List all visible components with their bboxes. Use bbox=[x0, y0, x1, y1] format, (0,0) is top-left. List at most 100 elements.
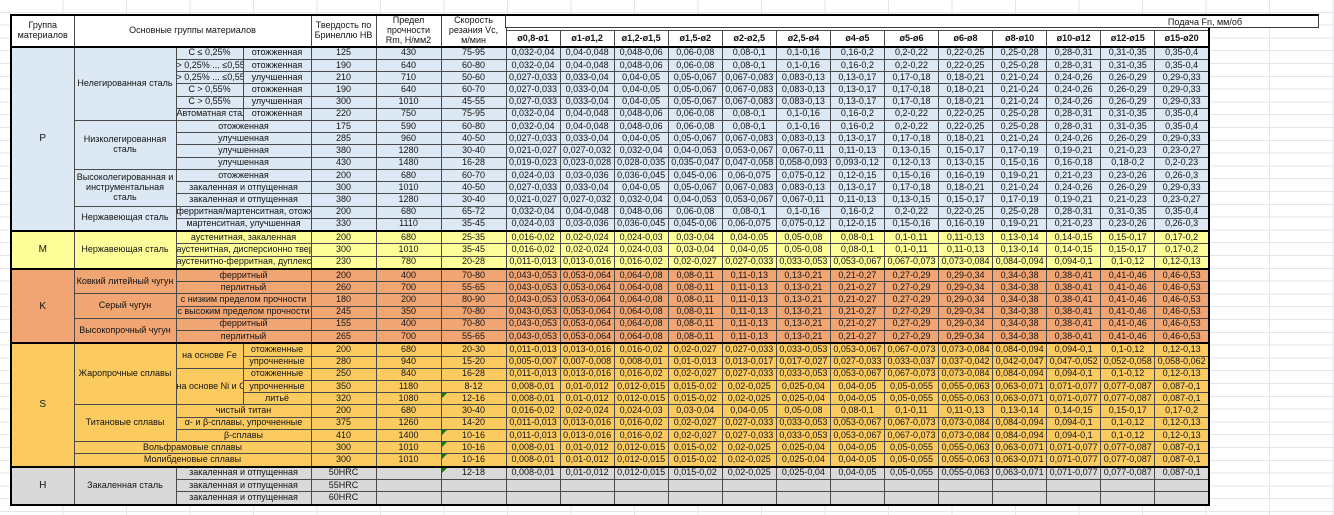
feed-value-cell[interactable]: 0,46-0,53 bbox=[1154, 281, 1210, 295]
feed-value-cell[interactable]: 0,19-0,21 bbox=[992, 217, 1048, 232]
feed-value-cell[interactable]: 0,12-0,13 bbox=[1154, 255, 1210, 270]
feed-value-cell[interactable]: 0,013-0,016 bbox=[559, 416, 615, 430]
feed-value-cell[interactable]: 0,055-0,063 bbox=[937, 453, 994, 468]
feed-value-cell[interactable]: 0,073-0,084 bbox=[937, 416, 994, 430]
strength-cell[interactable]: 960 bbox=[375, 132, 442, 146]
feed-value-cell[interactable]: 0,25-0,28 bbox=[992, 120, 1048, 134]
feed-value-cell[interactable]: 0,18-0,21 bbox=[937, 71, 994, 85]
header-feed-col[interactable]: ø2,5-ø4 bbox=[775, 30, 831, 48]
feed-value-cell[interactable]: 0,01-0,012 bbox=[559, 380, 615, 394]
feed-value-cell[interactable]: 0,016-0,02 bbox=[505, 230, 561, 245]
feed-value-cell[interactable]: 0,013-0,016 bbox=[559, 342, 615, 357]
state-cell[interactable]: отожженные bbox=[242, 367, 312, 382]
feed-value-cell[interactable]: 0,11-0,13 bbox=[829, 144, 885, 158]
feed-value-cell[interactable]: 0,028-0,035 bbox=[613, 156, 669, 170]
feed-value-cell[interactable]: 0,1-0,16 bbox=[775, 120, 831, 134]
feed-value-cell[interactable]: 0,011-0,013 bbox=[505, 416, 561, 430]
feed-value-cell[interactable]: 0,083-0,13 bbox=[775, 181, 831, 195]
feed-value-cell[interactable]: 0,13-0,17 bbox=[829, 71, 885, 85]
feed-value-cell[interactable]: 0,12-0,13 bbox=[883, 156, 940, 170]
feed-value-cell[interactable]: 0,087-0,1 bbox=[1154, 392, 1210, 406]
feed-value-cell[interactable]: 0,29-0,34 bbox=[937, 281, 994, 295]
feed-value-cell[interactable]: 0,27-0,29 bbox=[883, 317, 940, 332]
feed-value-cell[interactable]: 0,27-0,29 bbox=[883, 305, 940, 319]
material-variant-cell[interactable]: > 0,25% ... ≤0,55% bbox=[175, 58, 244, 73]
hardness-cell[interactable]: 350 bbox=[310, 380, 377, 394]
feed-value-cell[interactable]: 0,04-0,05 bbox=[829, 465, 885, 480]
state-cell[interactable]: закаленная и отпущенная bbox=[175, 491, 312, 506]
state-cell[interactable]: ферритная/мартенситная, отожженная bbox=[175, 205, 312, 219]
feed-value-cell[interactable]: 0,02-0,024 bbox=[559, 243, 615, 257]
cutting-speed-cell[interactable]: 8-12 bbox=[440, 380, 507, 394]
feed-value-cell[interactable]: 0,013-0,016 bbox=[559, 428, 615, 443]
feed-value-cell[interactable]: 0,048-0,06 bbox=[613, 45, 669, 60]
feed-value-cell[interactable] bbox=[505, 478, 561, 493]
feed-value-cell[interactable] bbox=[1100, 478, 1156, 493]
material-family-cell[interactable]: Нержавеющая сталь bbox=[73, 205, 177, 232]
feed-value-cell[interactable]: 0,13-0,17 bbox=[829, 95, 885, 109]
feed-value-cell[interactable]: 0,04-0,05 bbox=[721, 230, 777, 245]
feed-value-cell[interactable]: 0,027-0,033 bbox=[505, 132, 561, 146]
cutting-speed-cell[interactable]: 12-18 bbox=[440, 465, 507, 480]
state-cell[interactable]: отожженные bbox=[242, 342, 312, 357]
feed-value-cell[interactable]: 0,05-0,067 bbox=[667, 71, 723, 85]
feed-value-cell[interactable]: 0,23-0,26 bbox=[1100, 217, 1156, 232]
cutting-speed-cell[interactable]: 80-90 bbox=[440, 293, 507, 307]
feed-value-cell[interactable]: 0,015-0,02 bbox=[667, 380, 723, 394]
feed-value-cell[interactable]: 0,34-0,38 bbox=[992, 317, 1048, 332]
hardness-cell[interactable]: 55HRC bbox=[310, 478, 377, 493]
feed-value-cell[interactable]: 0,067-0,083 bbox=[721, 132, 777, 146]
feed-value-cell[interactable] bbox=[559, 478, 615, 493]
material-variant-cell[interactable]: на основе Fe bbox=[175, 342, 244, 369]
feed-value-cell[interactable]: 0,048-0,06 bbox=[613, 107, 669, 122]
feed-value-cell[interactable]: 0,21-0,23 bbox=[1100, 144, 1156, 158]
strength-cell[interactable] bbox=[375, 478, 442, 493]
feed-value-cell[interactable]: 0,027-0,032 bbox=[559, 193, 615, 207]
strength-cell[interactable]: 750 bbox=[375, 107, 442, 122]
feed-value-cell[interactable]: 0,033-0,053 bbox=[775, 342, 831, 357]
feed-value-cell[interactable]: 0,055-0,063 bbox=[937, 392, 994, 406]
feed-value-cell[interactable]: 0,053-0,067 bbox=[721, 144, 777, 158]
feed-value-cell[interactable]: 0,015-0,02 bbox=[667, 441, 723, 455]
feed-value-cell[interactable]: 0,1-0,16 bbox=[775, 58, 831, 73]
cutting-speed-cell[interactable]: 55-65 bbox=[440, 330, 507, 344]
feed-value-cell[interactable]: 0,08-0,11 bbox=[667, 317, 723, 332]
material-family-cell[interactable]: Ковкий литейный чугун bbox=[73, 267, 177, 295]
feed-value-cell[interactable]: 0,29-0,33 bbox=[1154, 71, 1210, 85]
feed-value-cell[interactable]: 0,071-0,077 bbox=[1046, 392, 1102, 406]
feed-value-cell[interactable]: 0,087-0,1 bbox=[1154, 441, 1210, 455]
feed-value-cell[interactable]: 0,1-0,16 bbox=[775, 45, 831, 60]
feed-value-cell[interactable]: 0,08-0,1 bbox=[721, 58, 777, 73]
feed-value-cell[interactable]: 0,011-0,013 bbox=[505, 255, 561, 270]
feed-value-cell[interactable]: 0,46-0,53 bbox=[1154, 293, 1210, 307]
feed-value-cell[interactable]: 0,032-0,04 bbox=[505, 58, 561, 73]
header-feed-col[interactable]: ø1,2-ø1,5 bbox=[613, 30, 669, 48]
feed-value-cell[interactable]: 0,28-0,31 bbox=[1046, 107, 1102, 122]
feed-value-cell[interactable]: 0,11-0,13 bbox=[721, 305, 777, 319]
feed-value-cell[interactable]: 0,38-0,41 bbox=[1046, 317, 1102, 332]
feed-value-cell[interactable]: 0,15-0,16 bbox=[883, 168, 940, 183]
cutting-speed-cell[interactable]: 65-72 bbox=[440, 205, 507, 219]
feed-value-cell[interactable]: 0,08-0,11 bbox=[667, 293, 723, 307]
cutting-speed-cell[interactable]: 10-16 bbox=[440, 453, 507, 468]
feed-value-cell[interactable]: 0,067-0,083 bbox=[721, 83, 777, 97]
feed-value-cell[interactable]: 0,053-0,064 bbox=[559, 305, 615, 319]
feed-value-cell[interactable]: 0,033-0,053 bbox=[775, 428, 831, 443]
feed-value-cell[interactable]: 0,13-0,15 bbox=[883, 144, 940, 158]
state-cell[interactable]: перлитный bbox=[175, 281, 312, 295]
feed-value-cell[interactable]: 0,16-0,2 bbox=[829, 205, 885, 219]
feed-value-cell[interactable]: 0,17-0,18 bbox=[883, 71, 940, 85]
feed-value-cell[interactable]: 0,08-0,1 bbox=[721, 45, 777, 60]
state-cell[interactable]: улучшенная bbox=[242, 95, 312, 109]
feed-value-cell[interactable]: 0,043-0,053 bbox=[505, 267, 561, 283]
feed-value-cell[interactable]: 0,38-0,41 bbox=[1046, 267, 1102, 283]
feed-value-cell[interactable]: 0,063-0,071 bbox=[992, 392, 1048, 406]
state-cell[interactable]: чистый титан bbox=[175, 404, 312, 418]
cutting-speed-cell[interactable]: 50-60 bbox=[440, 71, 507, 85]
feed-value-cell[interactable]: 0,064-0,08 bbox=[613, 281, 669, 295]
feed-value-cell[interactable]: 0,21-0,24 bbox=[992, 181, 1048, 195]
group-code-cell[interactable]: H bbox=[10, 465, 75, 506]
feed-value-cell[interactable]: 0,027-0,033 bbox=[721, 428, 777, 443]
feed-value-cell[interactable]: 0,34-0,38 bbox=[992, 293, 1048, 307]
feed-value-cell[interactable]: 0,012-0,015 bbox=[613, 441, 669, 455]
